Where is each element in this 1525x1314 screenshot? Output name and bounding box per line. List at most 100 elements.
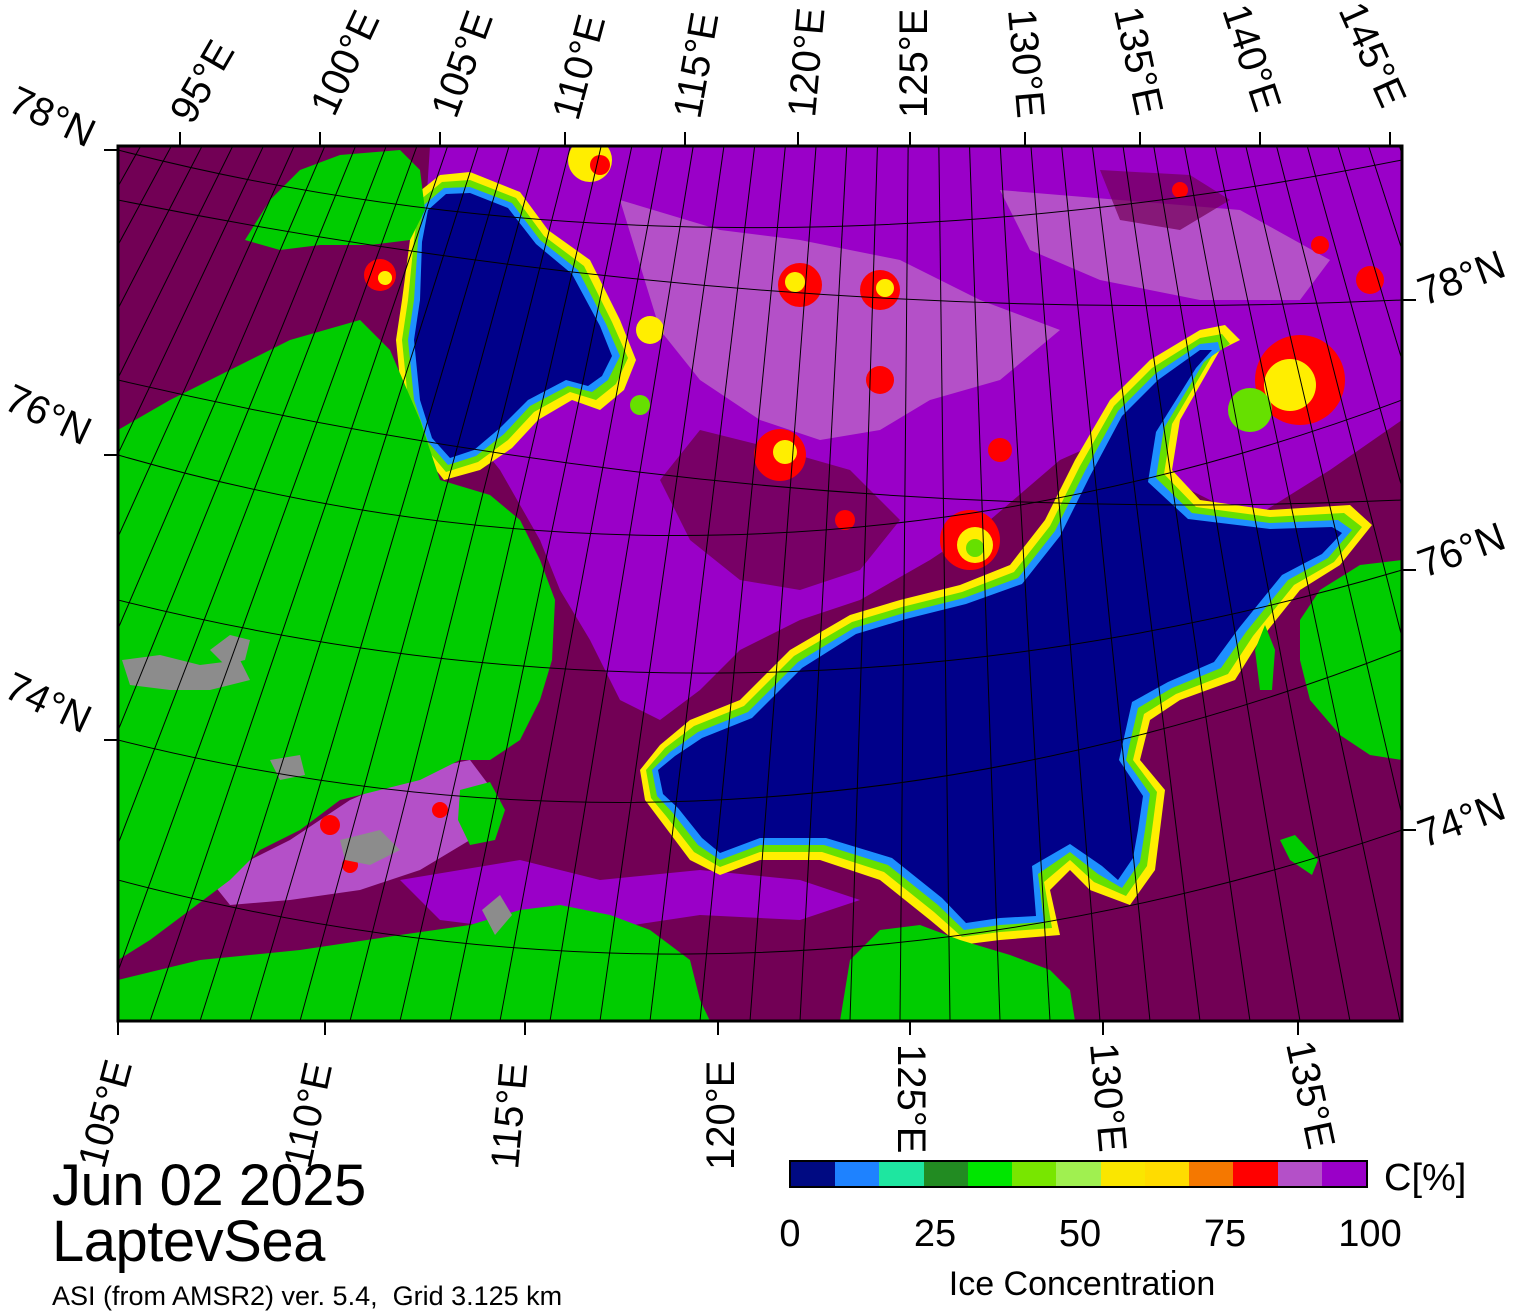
new-siberian-islands	[1300, 560, 1402, 760]
meridian-line	[1337, 146, 1402, 362]
colorbar-segment	[791, 1162, 836, 1186]
colorbar-segment	[1056, 1162, 1101, 1186]
meridian-line	[118, 146, 234, 380]
meridian-line	[1183, 146, 1351, 1021]
meridian-line	[1030, 146, 1101, 1021]
polynya-central	[640, 325, 1372, 945]
meridian-line	[1214, 146, 1401, 1021]
meridian-line	[749, 146, 817, 1021]
colorbar-tick-label: 0	[779, 1213, 801, 1255]
small-island-3	[458, 782, 505, 845]
bottom-lon-label: 125°E	[889, 1044, 933, 1153]
land-gray-4	[340, 830, 400, 865]
meridian-line	[849, 146, 878, 1021]
meridian-line	[199, 146, 479, 1021]
colorbar-tick-label: 50	[1058, 1213, 1102, 1255]
meridian-line	[599, 146, 725, 1021]
top-lon-label: 125°E	[892, 9, 936, 118]
meridian-line	[649, 146, 756, 1021]
meridian-line	[1061, 146, 1151, 1021]
data-source-note: ASI (from AMSR2) ver. 5.4, Grid 3.125 km	[52, 1281, 563, 1311]
colorbar-segment	[835, 1162, 880, 1186]
pack-ice-zones	[210, 146, 1402, 930]
colorbar-unit-label: C[%]	[1384, 1157, 1467, 1199]
colorbar-tick-label: 100	[1338, 1213, 1402, 1255]
meridian-line	[799, 146, 848, 1021]
meridian-line	[938, 146, 951, 1021]
top-lon-label: 120°E	[780, 6, 833, 119]
land-south	[118, 905, 710, 1021]
meridian-line	[1153, 146, 1301, 1021]
frame-ticks	[104, 132, 1416, 1035]
meridian-line	[999, 146, 1051, 1021]
top-lon-label: 110°E	[544, 10, 614, 124]
meridian-line	[118, 146, 203, 310]
region-name: LaptevSea	[52, 1209, 325, 1274]
map-frame	[116, 144, 1404, 1023]
top-longitude-labels: 95°E 100°E 105°E 110°E 115°E 120°E 125°E…	[162, 0, 1415, 131]
meridian-line	[118, 146, 387, 846]
meridian-line	[149, 146, 449, 1021]
meridian-line	[299, 146, 541, 1021]
bottom-lon-label: 120°E	[699, 1061, 743, 1170]
map-date: Jun 02 2025	[52, 1153, 366, 1218]
small-island-2	[1280, 835, 1318, 875]
meridian-line	[118, 146, 326, 631]
right-lat-label: 74°N	[1412, 785, 1511, 857]
meridian-line	[118, 146, 295, 539]
left-latitude-labels: 78°N 76°N 74°N	[0, 78, 102, 742]
meridian-line	[1276, 146, 1402, 640]
meridian-line	[118, 146, 264, 456]
top-lon-label: 140°E	[1213, 0, 1289, 117]
meridian-line	[1091, 146, 1201, 1021]
top-lon-label: 105°E	[423, 5, 502, 123]
left-lat-label: 74°N	[0, 664, 98, 742]
meridian-line	[349, 146, 571, 1021]
land-gray-2	[210, 635, 250, 665]
top-lon-label: 115°E	[666, 9, 728, 121]
colorbar-segment	[879, 1162, 924, 1186]
top-lon-label: 100°E	[302, 4, 388, 122]
colorbar-tick-label: 25	[913, 1213, 957, 1255]
colorbar	[789, 1160, 1368, 1188]
meridian-line	[499, 146, 664, 1021]
meridian-line	[1122, 146, 1251, 1021]
top-lon-label: 130°E	[999, 7, 1052, 120]
colorbar-tick-label: 75	[1203, 1213, 1247, 1255]
meridian-line	[0, 146, 110, 1021]
colorbar-segment	[967, 1162, 1013, 1186]
meridian-line	[118, 146, 357, 732]
meridian-line	[399, 146, 602, 1021]
polynya-west	[396, 172, 636, 480]
bolshevik-island	[245, 150, 425, 250]
meridian-line	[1306, 146, 1402, 490]
meridian-line	[549, 146, 694, 1021]
small-island-1	[1255, 625, 1275, 690]
left-lat-label: 76°N	[0, 376, 98, 454]
meridian-line	[969, 146, 1001, 1021]
meridian-line	[699, 146, 786, 1021]
meridians	[0, 146, 1402, 1021]
right-latitude-labels: 78°N 76°N 74°N	[1412, 243, 1511, 857]
colorbar-segment	[923, 1162, 968, 1186]
bottom-lon-label: 115°E	[483, 1061, 536, 1171]
colorbar-segment	[1321, 1162, 1367, 1186]
top-lon-label: 135°E	[1105, 3, 1171, 119]
bottom-lon-label: 135°E	[1277, 1037, 1343, 1153]
graticule	[118, 149, 1402, 955]
delta-lena	[840, 925, 1075, 1021]
meridian-line	[899, 146, 909, 1021]
colorbar-segment	[1012, 1162, 1057, 1186]
meridian-line	[249, 146, 510, 1021]
right-lat-label: 76°N	[1412, 515, 1511, 587]
colorbar-segment	[1277, 1162, 1322, 1186]
taymyr-peninsula	[118, 320, 555, 960]
land-gray-5	[482, 895, 512, 935]
colorbar-segment	[1100, 1162, 1145, 1186]
top-lon-label: 145°E	[1330, 0, 1415, 114]
bottom-lon-label: 130°E	[1081, 1041, 1134, 1154]
meridian-line	[449, 146, 633, 1021]
meridian-line	[1245, 146, 1402, 818]
colorbar-segment	[1189, 1162, 1234, 1186]
